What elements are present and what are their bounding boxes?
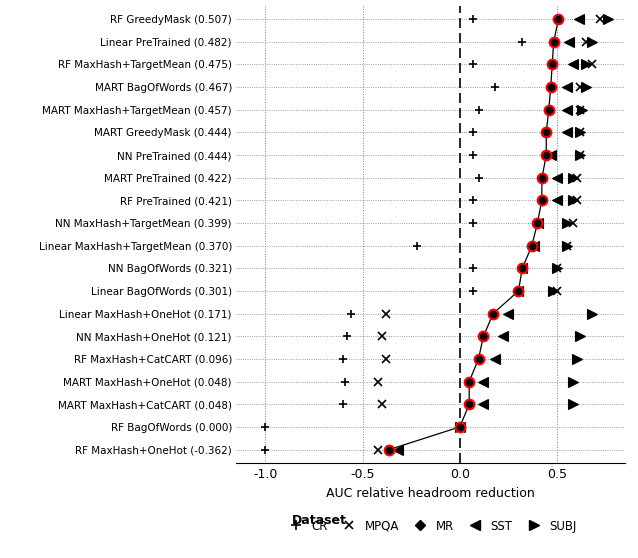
Text: Dataset: Dataset [292, 514, 346, 527]
Legend: CR, MPQA, MR, SST, SUBJ: CR, MPQA, MR, SST, SUBJ [280, 515, 581, 537]
X-axis label: AUC relative headroom reduction: AUC relative headroom reduction [326, 487, 535, 499]
